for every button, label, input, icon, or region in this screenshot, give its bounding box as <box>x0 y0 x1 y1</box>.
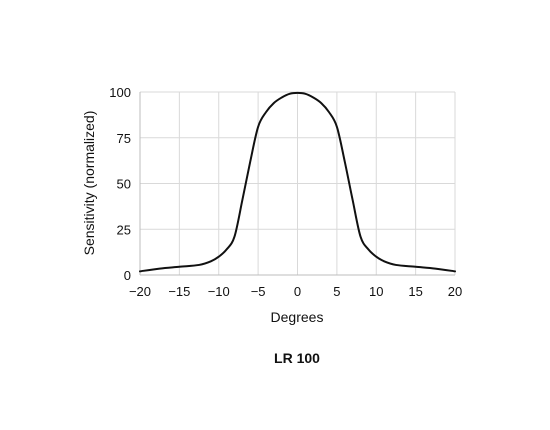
axes <box>139 92 455 276</box>
y-tick-label-4: 100 <box>109 85 131 100</box>
x-tick-label-0: −20 <box>129 284 151 299</box>
grid <box>139 91 456 276</box>
y-tick-label-1: 25 <box>117 222 131 237</box>
x-tick-label-8: 20 <box>448 284 462 299</box>
chart-caption: LR 100 <box>274 350 320 366</box>
series-layer <box>139 91 456 273</box>
x-axis-label: Degrees <box>271 309 324 325</box>
x-tick-label-1: −15 <box>168 284 190 299</box>
x-tick-label-4: 0 <box>294 284 301 299</box>
y-tick-label-0: 0 <box>124 268 131 283</box>
x-tick-label-6: 10 <box>369 284 383 299</box>
x-tick-label-7: 15 <box>408 284 422 299</box>
x-tick-label-5: 5 <box>333 284 340 299</box>
y-axis-label: Sensitivity (normalized) <box>81 111 97 256</box>
y-tick-label-3: 75 <box>117 131 131 146</box>
series-line-0 <box>139 91 456 273</box>
x-tick-label-3: −5 <box>251 284 266 299</box>
tick-labels: −20 −15 −10 −5 0 5 10 15 20 0 25 50 75 100 <box>109 85 462 299</box>
x-tick-label-2: −10 <box>208 284 230 299</box>
y-tick-label-2: 50 <box>117 177 131 192</box>
